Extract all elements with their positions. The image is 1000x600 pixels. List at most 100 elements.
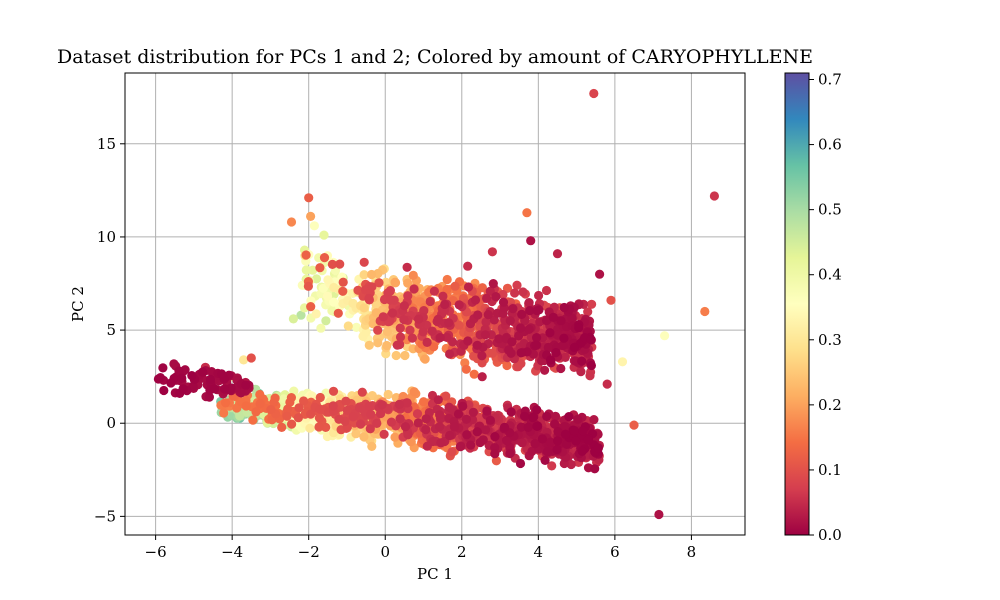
- scatter-point: [269, 397, 279, 407]
- scatter-point: [546, 355, 556, 365]
- scatter-point: [318, 283, 328, 293]
- scatter-point: [422, 337, 432, 347]
- scatter-point: [359, 257, 369, 267]
- scatter-point: [371, 308, 381, 318]
- scatter-point: [487, 348, 498, 358]
- scatter-point: [357, 387, 367, 397]
- scatter-point: [296, 310, 306, 320]
- scatter-point: [395, 414, 405, 424]
- scatter-point: [606, 295, 616, 305]
- scatter-point: [419, 306, 429, 316]
- scatter-point: [472, 340, 482, 350]
- scatter-point: [499, 422, 510, 432]
- scatter-point: [294, 403, 304, 413]
- scatter-point: [577, 356, 587, 366]
- scatter-point: [399, 301, 409, 311]
- scatter-point: [174, 366, 184, 376]
- scatter-point: [433, 395, 443, 405]
- scatter-point: [395, 332, 406, 342]
- scatter-point: [288, 314, 298, 324]
- scatter-point: [221, 398, 231, 408]
- scatter-point: [166, 378, 176, 388]
- scatter-point: [311, 309, 321, 319]
- scatter-point: [482, 406, 492, 416]
- scatter-point: [574, 323, 584, 333]
- scatter-point: [329, 297, 339, 307]
- scatter-point: [286, 393, 296, 403]
- scatter-point: [455, 442, 465, 452]
- scatter-point: [506, 348, 516, 358]
- scatter-point: [177, 373, 187, 383]
- scatter-point: [425, 296, 435, 307]
- scatter-point: [660, 331, 670, 341]
- scatter-point: [373, 338, 383, 348]
- scatter-point: [440, 299, 450, 310]
- scatter-point: [374, 278, 384, 288]
- scatter-point: [569, 342, 580, 353]
- scatter-point: [438, 291, 448, 301]
- scatter-point: [400, 422, 411, 432]
- scatter-point: [463, 336, 473, 346]
- scatter-point: [487, 247, 497, 257]
- scatter-point: [552, 249, 563, 259]
- scatter-point: [534, 290, 544, 301]
- scatter-point: [490, 449, 500, 459]
- scatter-point: [445, 430, 455, 441]
- scatter-point: [315, 263, 325, 273]
- scatter-point: [550, 419, 560, 429]
- scatter-point: [383, 288, 393, 298]
- scatter-point: [322, 291, 333, 301]
- scatter-point: [578, 426, 588, 436]
- scatter-point: [559, 302, 569, 313]
- scatter-point: [654, 509, 664, 520]
- scatter-point: [351, 429, 361, 439]
- scatter-point: [556, 316, 566, 326]
- scatter-point: [485, 415, 495, 425]
- scatter-point: [532, 405, 542, 415]
- scatter-point: [204, 392, 214, 402]
- x-axis-ticks: −6 −4 −2 0 2 4 6 8: [145, 535, 696, 561]
- scatter-point: [390, 432, 400, 442]
- scatter-point: [506, 407, 516, 417]
- scatter-point: [502, 436, 512, 446]
- scatter-point: [491, 456, 501, 466]
- scatter-point: [351, 322, 361, 332]
- scatter-point: [334, 414, 344, 424]
- scatter-point: [198, 367, 208, 377]
- scatter-point: [315, 392, 325, 403]
- scatter-point: [178, 384, 188, 394]
- scatter-point: [454, 300, 464, 310]
- scatter-point: [524, 298, 534, 308]
- x-tick-label: 4: [534, 543, 544, 561]
- scatter-point: [490, 432, 500, 442]
- scatter-point: [447, 447, 457, 457]
- scatter-point: [159, 385, 169, 396]
- scatter-point: [494, 334, 504, 344]
- scatter-point: [372, 418, 382, 428]
- scatter-point: [390, 278, 401, 288]
- scatter-point: [338, 286, 348, 296]
- scatter-point: [505, 316, 515, 326]
- scatter-point: [469, 351, 479, 361]
- scatter-point: [553, 436, 563, 446]
- scatter-point: [367, 441, 377, 451]
- scatter-point: [359, 270, 369, 280]
- scatter-point: [548, 312, 558, 322]
- colorbar-tick-label: 0.7: [818, 71, 842, 89]
- scatter-point: [386, 417, 397, 427]
- scatter-point: [583, 307, 593, 317]
- scatter-point: [422, 441, 432, 451]
- scatter-point: [412, 409, 423, 419]
- scatter-points: [153, 88, 720, 520]
- scatter-point: [248, 415, 258, 425]
- scatter-point: [342, 405, 352, 415]
- scatter-point: [523, 422, 533, 432]
- scatter-point: [241, 401, 251, 411]
- scatter-point: [305, 423, 315, 433]
- scatter-point: [387, 308, 398, 318]
- scatter-point: [341, 396, 351, 406]
- scatter-point: [482, 293, 492, 303]
- scatter-point: [532, 333, 542, 343]
- scatter-point: [217, 369, 227, 379]
- scatter-point: [583, 435, 593, 445]
